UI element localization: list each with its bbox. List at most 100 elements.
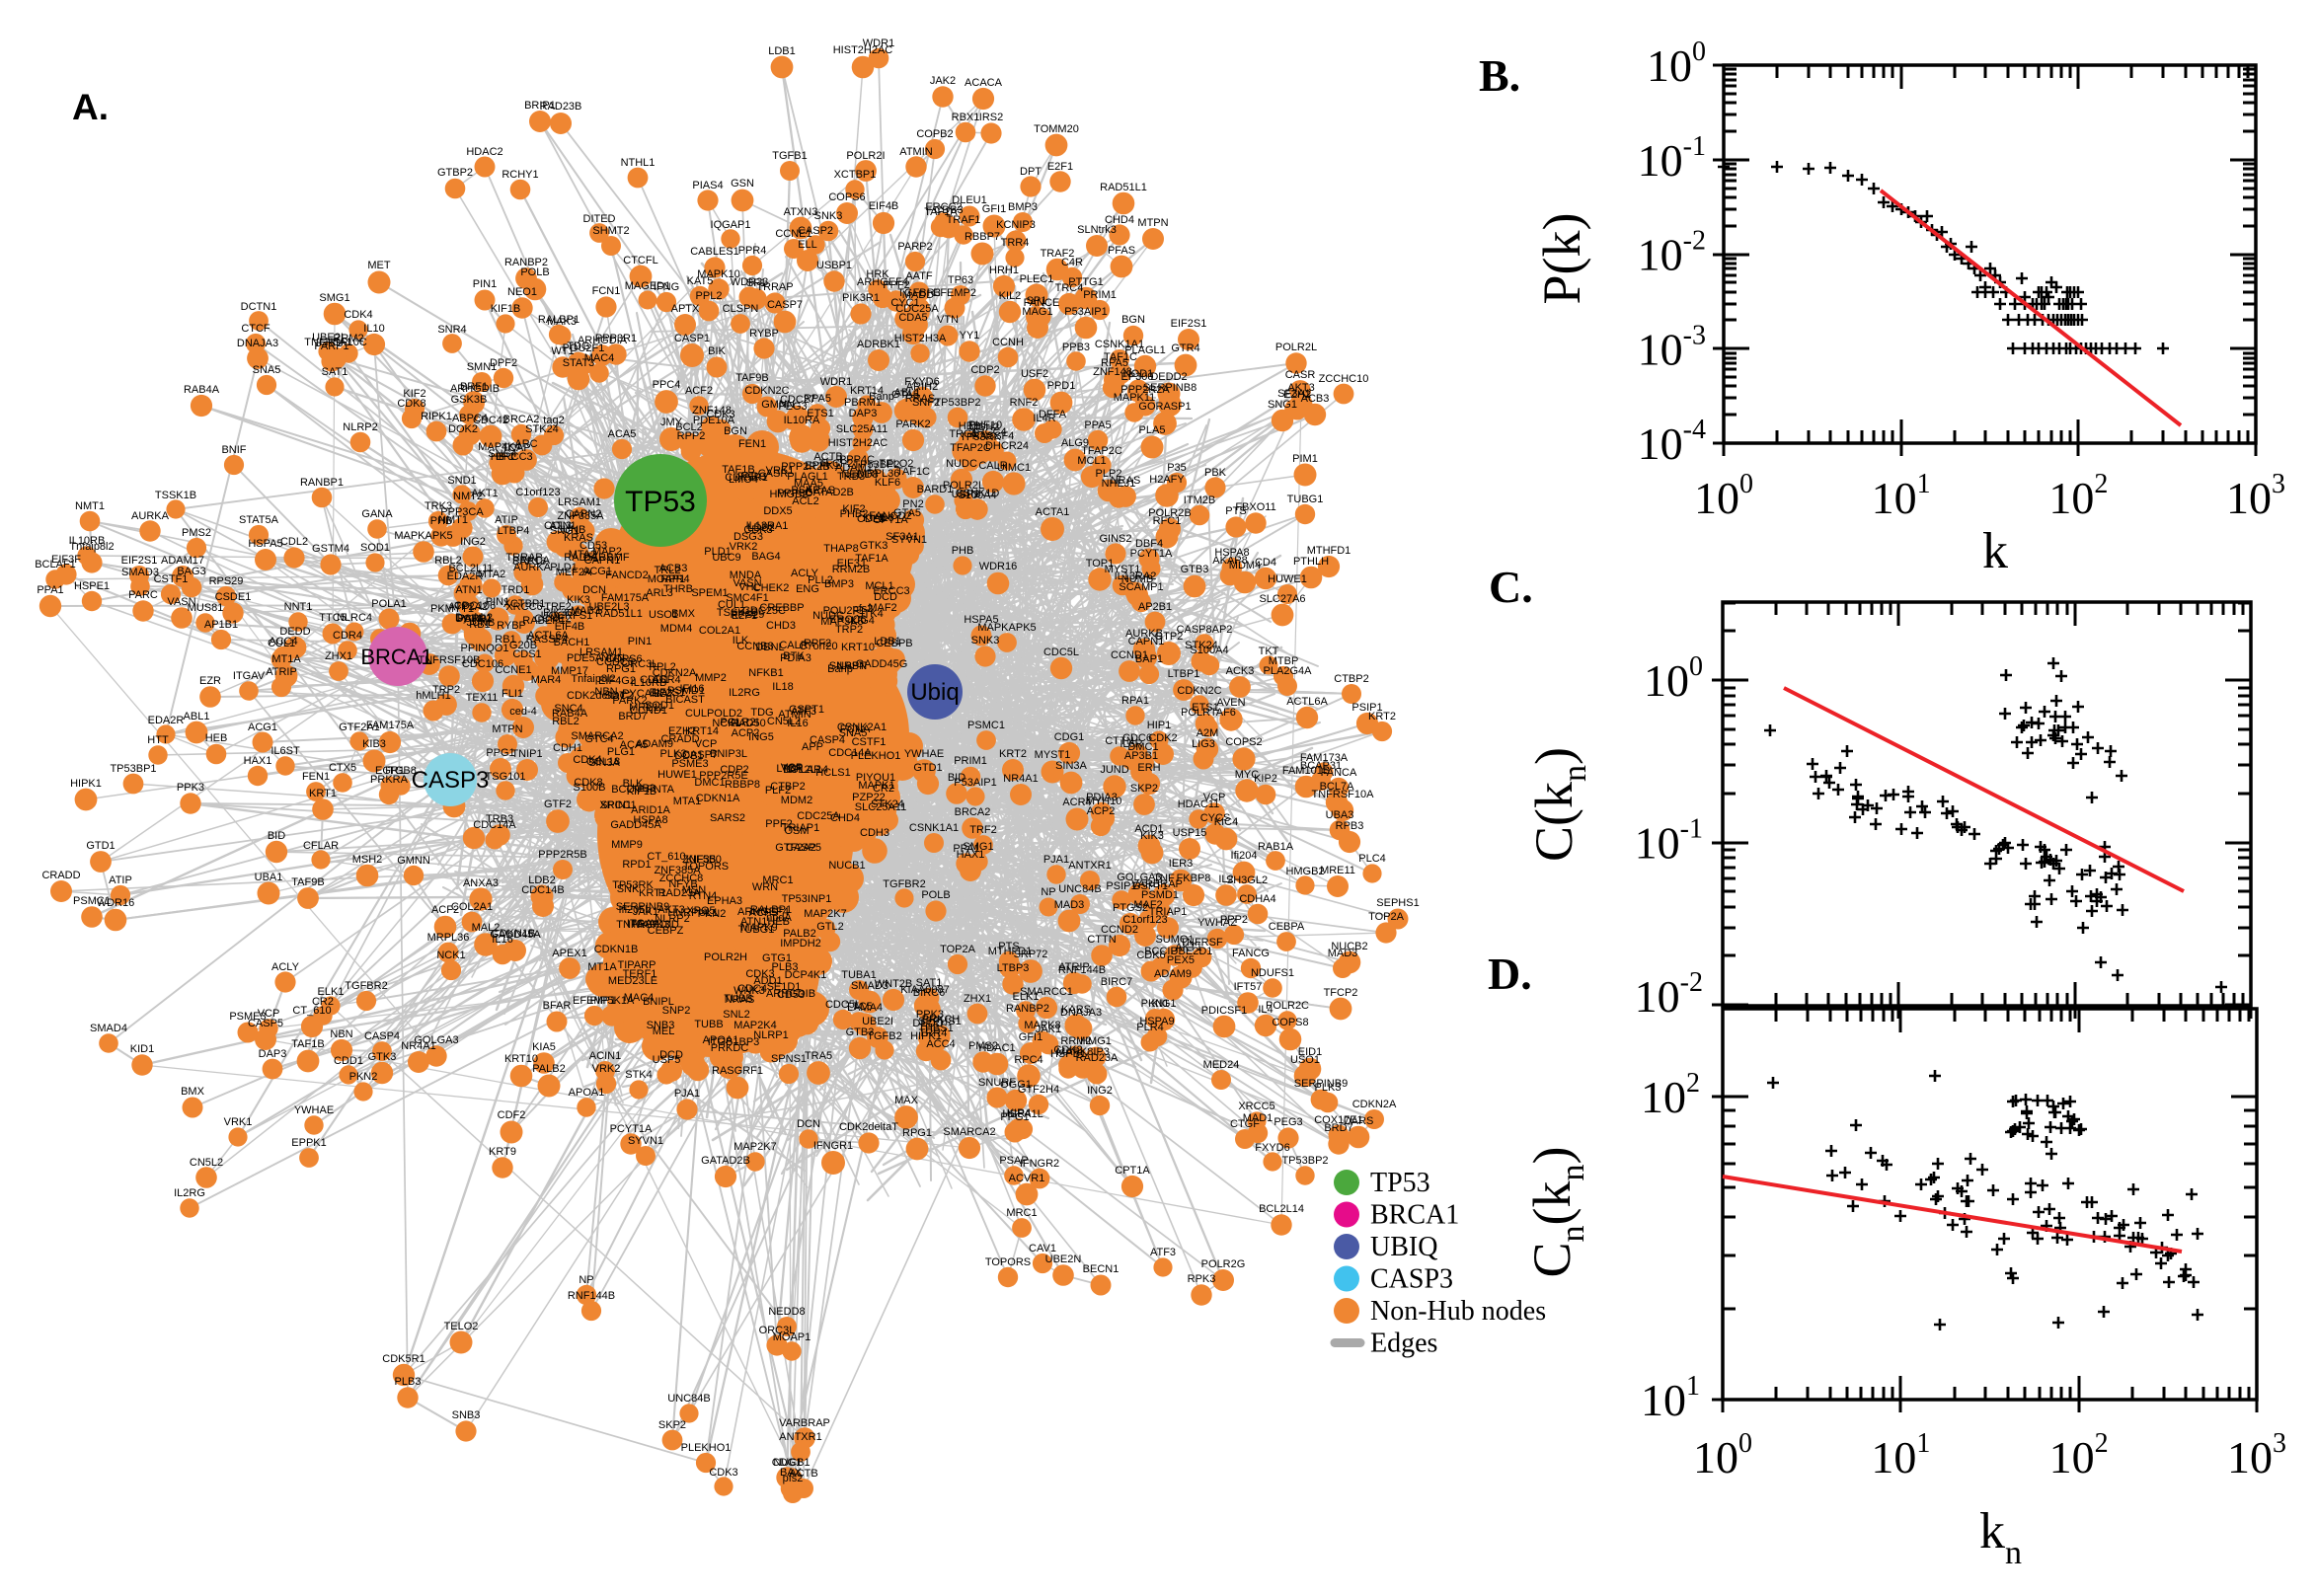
- svg-text:NHEJ1: NHEJ1: [1102, 478, 1136, 490]
- svg-text:PARP2: PARP2: [897, 241, 932, 253]
- svg-text:RANBP1: RANBP1: [300, 477, 344, 489]
- svg-text:BAP1: BAP1: [1135, 653, 1163, 665]
- svg-text:SPNS1: SPNS1: [771, 1053, 807, 1065]
- svg-text:CDK8: CDK8: [397, 398, 425, 410]
- svg-text:GSK3B: GSK3B: [451, 394, 488, 406]
- svg-text:AKT1: AKT1: [471, 488, 499, 499]
- svg-text:CDKN1B: CDKN1B: [594, 944, 639, 955]
- svg-text:UIMC1: UIMC1: [997, 462, 1031, 474]
- svg-text:tag2: tag2: [543, 415, 564, 426]
- svg-text:NCK1: NCK1: [436, 950, 465, 961]
- svg-text:SDC2: SDC2: [604, 690, 633, 702]
- svg-text:Edges: Edges: [1370, 1329, 1437, 1359]
- svg-text:CDL2: CDL2: [857, 513, 885, 525]
- svg-text:BAG3: BAG3: [177, 566, 205, 577]
- svg-text:MAPK8: MAPK8: [1024, 1020, 1060, 1031]
- svg-text:LDB2: LDB2: [747, 522, 775, 534]
- svg-text:FCN1: FCN1: [592, 285, 621, 297]
- svg-text:KIF1B: KIF1B: [491, 303, 521, 315]
- svg-text:NOD1: NOD1: [1123, 368, 1154, 380]
- svg-text:CDC106: CDC106: [462, 658, 503, 670]
- svg-text:PPD1: PPD1: [1047, 380, 1076, 392]
- svg-text:XRCC5: XRCC5: [1238, 1101, 1274, 1112]
- svg-text:HUWE1: HUWE1: [657, 769, 697, 781]
- svg-text:SOD1: SOD1: [360, 542, 390, 554]
- svg-text:CDF2: CDF2: [498, 1109, 526, 1121]
- svg-text:NUDC: NUDC: [946, 458, 977, 470]
- svg-text:EIF2S1: EIF2S1: [1171, 318, 1207, 330]
- svg-text:POLR2H: POLR2H: [704, 951, 747, 963]
- svg-text:CDHA4: CDHA4: [1239, 893, 1275, 905]
- svg-text:CTBP2: CTBP2: [770, 781, 805, 793]
- svg-text:GTK3: GTK3: [860, 540, 888, 552]
- svg-text:NLRC4: NLRC4: [337, 612, 372, 624]
- svg-text:Banp: Banp: [827, 663, 853, 675]
- svg-text:CAV1: CAV1: [1029, 1243, 1056, 1254]
- svg-text:IL6ST: IL6ST: [270, 745, 300, 757]
- svg-text:BRF1: BRF1: [460, 381, 488, 393]
- svg-text:CRADD: CRADD: [41, 870, 80, 881]
- svg-text:WT1: WT1: [551, 345, 574, 357]
- svg-text:USP15: USP15: [1173, 827, 1207, 839]
- svg-text:AP2B1: AP2B1: [1138, 601, 1172, 613]
- svg-text:GSTM4: GSTM4: [312, 543, 349, 555]
- svg-text:PJA1: PJA1: [1043, 854, 1069, 866]
- svg-text:CDC5L: CDC5L: [1043, 646, 1079, 658]
- svg-text:IL10RA: IL10RA: [784, 415, 820, 426]
- svg-text:PPINQO1: PPINQO1: [461, 643, 509, 654]
- svg-text:PLD1: PLD1: [704, 546, 732, 558]
- svg-text:HTT: HTT: [147, 734, 169, 746]
- svg-text:TRF2: TRF2: [969, 824, 997, 836]
- svg-text:HIP1: HIP1: [1147, 720, 1171, 731]
- svg-text:CDC6: CDC6: [1122, 732, 1152, 744]
- svg-text:GTF2A1: GTF2A1: [339, 722, 380, 733]
- svg-text:DPT: DPT: [1020, 166, 1042, 178]
- svg-text:EIF2S1: EIF2S1: [121, 555, 158, 567]
- svg-text:KRT10: KRT10: [841, 642, 875, 653]
- svg-text:SF1: SF1: [746, 277, 766, 289]
- svg-text:PIM1: PIM1: [1292, 453, 1318, 465]
- svg-text:PPA1: PPA1: [953, 843, 979, 855]
- svg-text:NEDD8: NEDD8: [768, 1306, 805, 1318]
- svg-text:ATIP: ATIP: [495, 514, 518, 526]
- svg-text:RNF144B: RNF144B: [568, 1290, 615, 1302]
- svg-text:MAP2K7: MAP2K7: [733, 1141, 776, 1153]
- svg-text:IL2RG: IL2RG: [174, 1187, 205, 1199]
- svg-text:PPP2R2A: PPP2R2A: [1120, 384, 1170, 396]
- svg-text:PPG1: PPG1: [486, 747, 514, 759]
- svg-text:CDG1: CDG1: [1054, 731, 1085, 743]
- svg-text:THAP8: THAP8: [823, 543, 858, 555]
- svg-text:VCP: VCP: [695, 738, 718, 750]
- svg-text:BIRC7: BIRC7: [1101, 976, 1132, 988]
- svg-text:USO1: USO1: [649, 609, 678, 621]
- svg-text:SPEM1: SPEM1: [691, 587, 728, 599]
- svg-text:FLI1: FLI1: [502, 688, 523, 700]
- svg-text:IFNG: IFNG: [654, 281, 679, 293]
- svg-text:SNG1: SNG1: [1268, 399, 1297, 411]
- svg-text:RASGRF1: RASGRF1: [712, 1065, 763, 1077]
- svg-text:EDA2R: EDA2R: [148, 715, 185, 726]
- svg-text:Ubiq: Ubiq: [910, 679, 959, 706]
- svg-text:SYVN1: SYVN1: [628, 1135, 663, 1147]
- svg-text:UBE2N: UBE2N: [1045, 1254, 1082, 1265]
- svg-text:PKN2: PKN2: [698, 908, 727, 920]
- svg-text:P35: P35: [1167, 462, 1187, 474]
- svg-text:KCNIP3: KCNIP3: [996, 219, 1036, 231]
- svg-text:TUBB: TUBB: [694, 1019, 723, 1030]
- svg-text:ANTXR1: ANTXR1: [1068, 860, 1111, 872]
- svg-text:STK4: STK4: [856, 608, 884, 620]
- svg-text:LRSAM1: LRSAM1: [558, 496, 601, 508]
- svg-text:PTHLH: PTHLH: [1293, 556, 1329, 568]
- svg-text:Non-Hub nodes: Non-Hub nodes: [1370, 1296, 1546, 1327]
- svg-text:FXYD6: FXYD6: [904, 376, 939, 388]
- svg-text:KIB3: KIB3: [632, 783, 656, 795]
- svg-text:TAF1A: TAF1A: [855, 553, 888, 565]
- svg-text:HDAC2: HDAC2: [466, 146, 502, 158]
- svg-text:DAP3: DAP3: [849, 408, 878, 419]
- svg-text:CDK4: CDK4: [573, 754, 601, 766]
- svg-text:GSN: GSN: [731, 178, 754, 190]
- svg-text:C.: C.: [1489, 562, 1533, 612]
- svg-text:ING2: ING2: [460, 536, 486, 548]
- svg-text:NUCB1: NUCB1: [828, 860, 865, 872]
- svg-text:SPIN1: SPIN1: [600, 799, 632, 811]
